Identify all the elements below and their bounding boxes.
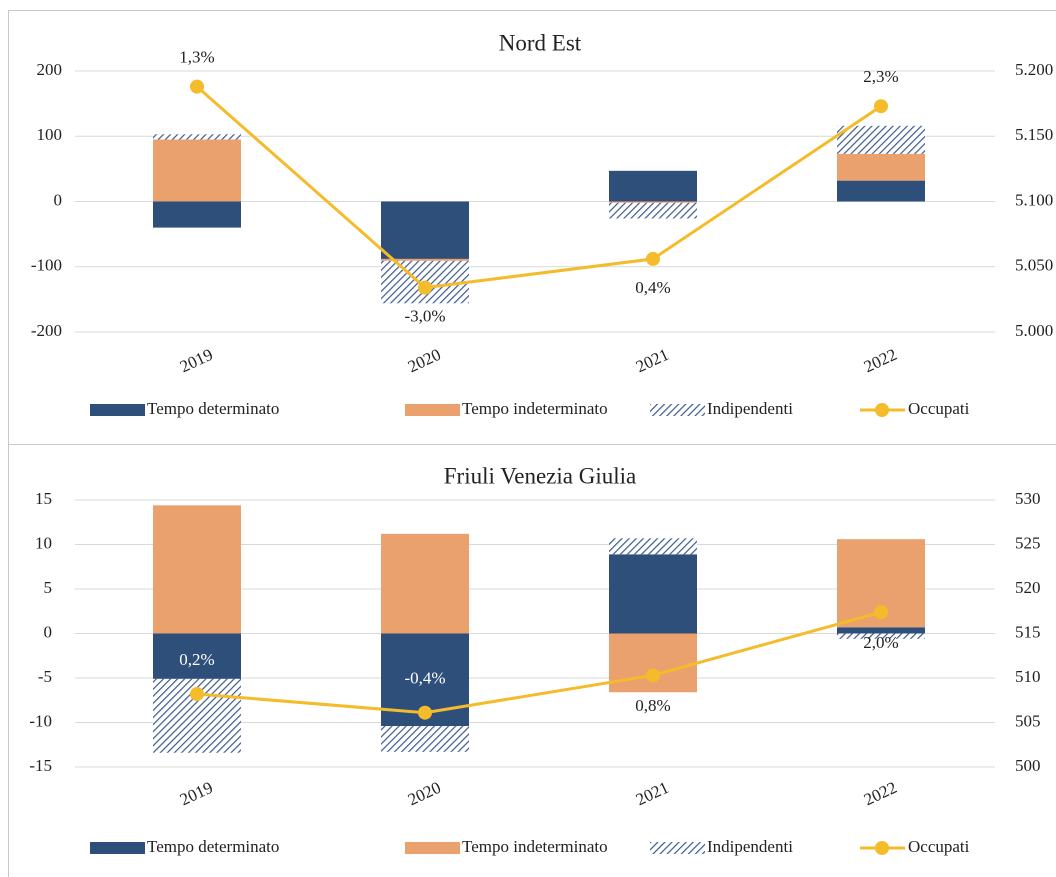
bar-segment: [153, 201, 241, 228]
y-tick-label: 0: [44, 622, 53, 641]
point-label: 2,0%: [863, 633, 898, 652]
y-tick-label: 10: [35, 533, 52, 552]
legend-swatch: [650, 842, 705, 854]
legend-label: Tempo determinato: [147, 837, 279, 856]
legend-swatch: [875, 841, 889, 855]
legend-swatch: [90, 842, 145, 854]
x-tick-label: 2019: [177, 778, 216, 810]
y2-tick-label: 525: [1015, 533, 1041, 552]
bar-segment: [153, 633, 241, 679]
x-tick-label: 2021: [633, 345, 672, 377]
x-tick-label: 2020: [405, 345, 444, 377]
y-tick-label: -15: [29, 756, 52, 775]
legend-label: Tempo determinato: [147, 399, 279, 418]
y2-tick-label: 5.150: [1015, 125, 1053, 144]
y2-tick-label: 5.100: [1015, 190, 1053, 209]
y2-tick-label: 5.050: [1015, 256, 1053, 275]
x-tick-label: 2020: [405, 778, 444, 810]
line-point: [418, 705, 432, 720]
y2-tick-label: 505: [1015, 711, 1041, 730]
legend-label: Occupati: [908, 837, 970, 856]
bar-segment: [381, 533, 469, 634]
bar-segment: [837, 627, 925, 634]
y-tick-label: 15: [35, 489, 52, 508]
line: [196, 85, 882, 290]
y-tick-label: 5: [44, 578, 53, 597]
x-tick-label: 2022: [861, 345, 900, 377]
line-point: [874, 99, 888, 114]
y2-tick-label: 500: [1015, 756, 1041, 775]
bar-segment: [153, 505, 241, 634]
bar-segment: [381, 258, 469, 261]
point-label: -0,4%: [404, 669, 445, 688]
point-label: -3,0%: [404, 307, 445, 326]
point-label: 0,2%: [179, 650, 214, 669]
y2-tick-label: 5.000: [1015, 321, 1053, 340]
legend-label: Indipendenti: [707, 399, 793, 418]
line-point: [646, 251, 660, 266]
chart-title: Nord Est: [499, 30, 582, 55]
point-label: 2,3%: [863, 67, 898, 86]
line-point: [418, 280, 432, 295]
x-tick-label: 2019: [177, 345, 216, 377]
x-tick-label: 2021: [633, 778, 672, 810]
line-point: [190, 687, 204, 702]
y2-tick-label: 520: [1015, 578, 1041, 597]
line: [196, 610, 882, 715]
bar-segment: [609, 538, 697, 555]
y2-tick-label: 510: [1015, 667, 1041, 686]
point-label: 1,3%: [179, 48, 214, 67]
y-tick-label: -5: [38, 667, 52, 686]
bar-segment: [837, 180, 925, 202]
bar-segment: [837, 125, 925, 154]
bar-segment: [609, 201, 697, 203]
y-tick-label: -10: [29, 711, 52, 730]
bar-segment: [153, 139, 241, 202]
bar-segment: [153, 134, 241, 140]
line-point: [874, 605, 888, 620]
legend-label: Indipendenti: [707, 837, 793, 856]
chart-title: Friuli Venezia Giulia: [444, 463, 636, 488]
x-tick-label: 2022: [861, 778, 900, 810]
y-tick-label: 100: [37, 125, 63, 144]
line-point: [190, 79, 204, 94]
legend-swatch: [650, 404, 705, 416]
y-tick-label: -100: [31, 256, 62, 275]
y2-tick-label: 5.200: [1015, 60, 1053, 79]
panel-border: [8, 444, 1056, 877]
legend-swatch: [90, 404, 145, 416]
legend-swatch: [405, 404, 460, 416]
bar-segment: [609, 202, 697, 219]
line-point: [646, 668, 660, 683]
bar-segment: [609, 633, 697, 693]
point-label: 0,8%: [635, 696, 670, 715]
y-tick-label: -200: [31, 321, 62, 340]
bar-segment: [381, 726, 469, 752]
legend-label: Occupati: [908, 399, 970, 418]
point-label: 0,4%: [635, 278, 670, 297]
bar-segment: [837, 153, 925, 181]
y2-tick-label: 515: [1015, 622, 1041, 641]
legend-swatch: [405, 842, 460, 854]
bar-segment: [609, 170, 697, 202]
legend-label: Tempo indeterminato: [462, 399, 608, 418]
y-tick-label: 200: [37, 60, 63, 79]
bar-segment: [609, 554, 697, 634]
bar-segment: [381, 201, 469, 259]
legend-label: Tempo indeterminato: [462, 837, 608, 856]
y2-tick-label: 530: [1015, 489, 1041, 508]
legend-swatch: [875, 403, 889, 417]
y-tick-label: 0: [54, 190, 63, 209]
bar-segment: [837, 633, 925, 639]
